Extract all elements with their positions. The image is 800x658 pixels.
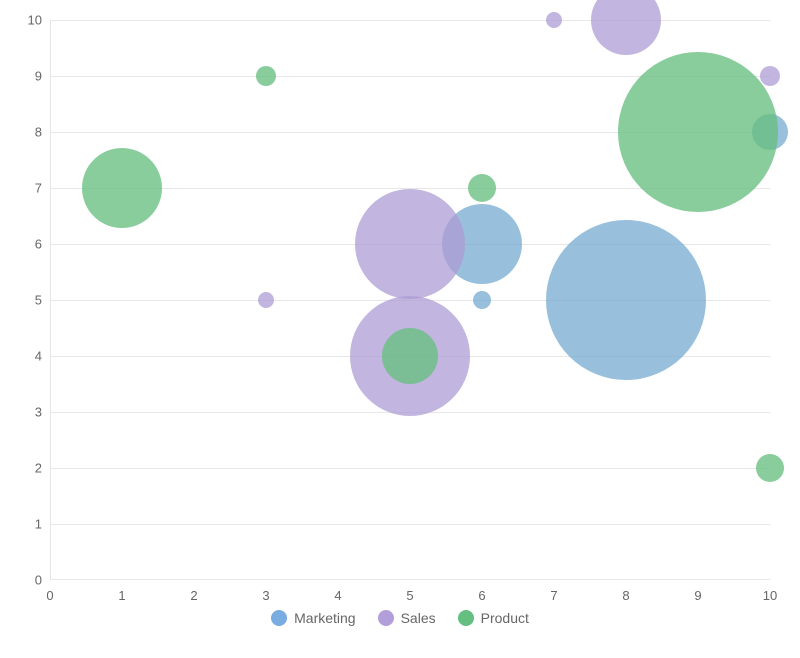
- legend-label: Sales: [401, 610, 436, 626]
- bubble-chart: Marketing Sales Product 0 1 2 3 4 5 6 7 8 9 10 0 1 2 3 4 5…: [0, 0, 800, 658]
- gridline-y: [50, 524, 770, 525]
- legend-label: Product: [481, 610, 529, 626]
- legend: Marketing Sales Product: [0, 610, 800, 626]
- y-tick-label: 8: [12, 125, 42, 140]
- bubble[interactable]: [256, 66, 276, 86]
- bubble[interactable]: [760, 66, 780, 86]
- legend-item[interactable]: Product: [458, 610, 529, 626]
- legend-swatch-icon: [458, 610, 474, 626]
- bubble[interactable]: [382, 328, 438, 384]
- legend-label: Marketing: [294, 610, 355, 626]
- bubble[interactable]: [546, 220, 706, 380]
- x-tick-label: 5: [406, 588, 413, 603]
- x-axis: [50, 579, 770, 580]
- y-tick-label: 1: [12, 517, 42, 532]
- x-tick-label: 4: [334, 588, 341, 603]
- y-tick-label: 6: [12, 237, 42, 252]
- gridline-y: [50, 20, 770, 21]
- y-axis: [50, 20, 51, 580]
- bubble[interactable]: [82, 148, 162, 228]
- x-tick-label: 2: [190, 588, 197, 603]
- bubble[interactable]: [756, 454, 784, 482]
- plot-area: [50, 20, 770, 580]
- x-tick-label: 0: [46, 588, 53, 603]
- y-tick-label: 2: [12, 461, 42, 476]
- bubble[interactable]: [258, 292, 274, 308]
- x-tick-label: 9: [694, 588, 701, 603]
- bubble[interactable]: [591, 0, 661, 55]
- legend-swatch-icon: [271, 610, 287, 626]
- x-tick-label: 7: [550, 588, 557, 603]
- y-tick-label: 3: [12, 405, 42, 420]
- y-tick-label: 0: [12, 573, 42, 588]
- bubble[interactable]: [618, 52, 778, 212]
- x-tick-label: 3: [262, 588, 269, 603]
- x-tick-label: 6: [478, 588, 485, 603]
- gridline-y: [50, 468, 770, 469]
- y-tick-label: 9: [12, 69, 42, 84]
- x-tick-label: 10: [763, 588, 777, 603]
- y-tick-label: 7: [12, 181, 42, 196]
- x-tick-label: 8: [622, 588, 629, 603]
- x-tick-label: 1: [118, 588, 125, 603]
- legend-item[interactable]: Sales: [378, 610, 436, 626]
- bubble[interactable]: [468, 174, 496, 202]
- y-tick-label: 10: [12, 13, 42, 28]
- bubble[interactable]: [473, 291, 491, 309]
- bubble[interactable]: [355, 189, 465, 299]
- legend-item[interactable]: Marketing: [271, 610, 355, 626]
- y-tick-label: 5: [12, 293, 42, 308]
- bubble[interactable]: [546, 12, 562, 28]
- legend-swatch-icon: [378, 610, 394, 626]
- y-tick-label: 4: [12, 349, 42, 364]
